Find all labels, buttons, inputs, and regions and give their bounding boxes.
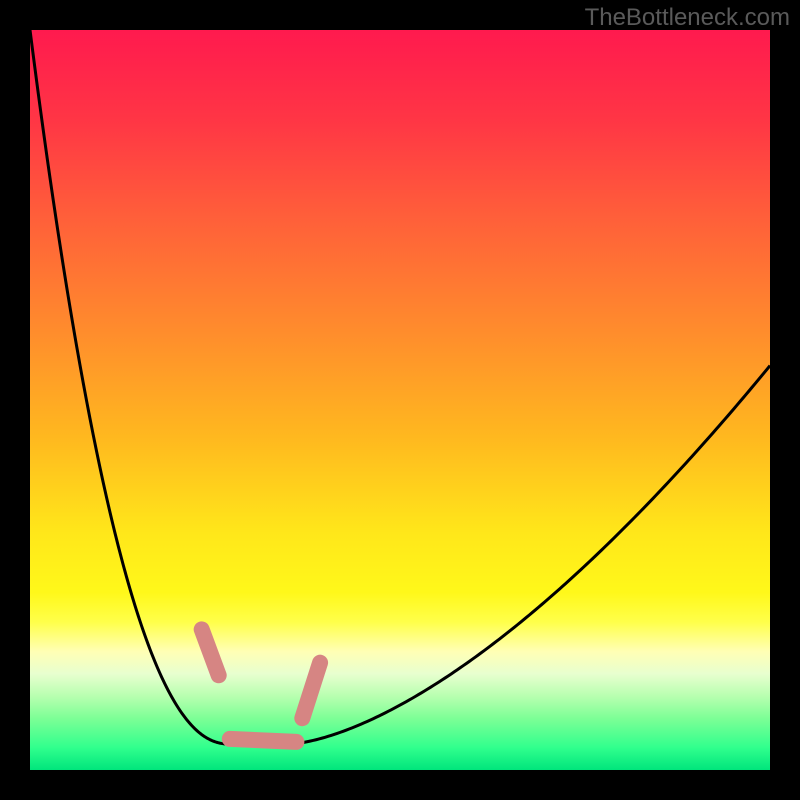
bottleneck-curve [30,30,770,744]
highlight-marker-0 [202,629,219,675]
highlight-marker-2 [302,663,320,719]
chart-stage: TheBottleneck.com [0,0,800,800]
highlight-marker-1 [230,739,297,742]
chart-container [30,30,770,770]
curve-layer [30,30,770,770]
watermark-text: TheBottleneck.com [585,4,790,32]
